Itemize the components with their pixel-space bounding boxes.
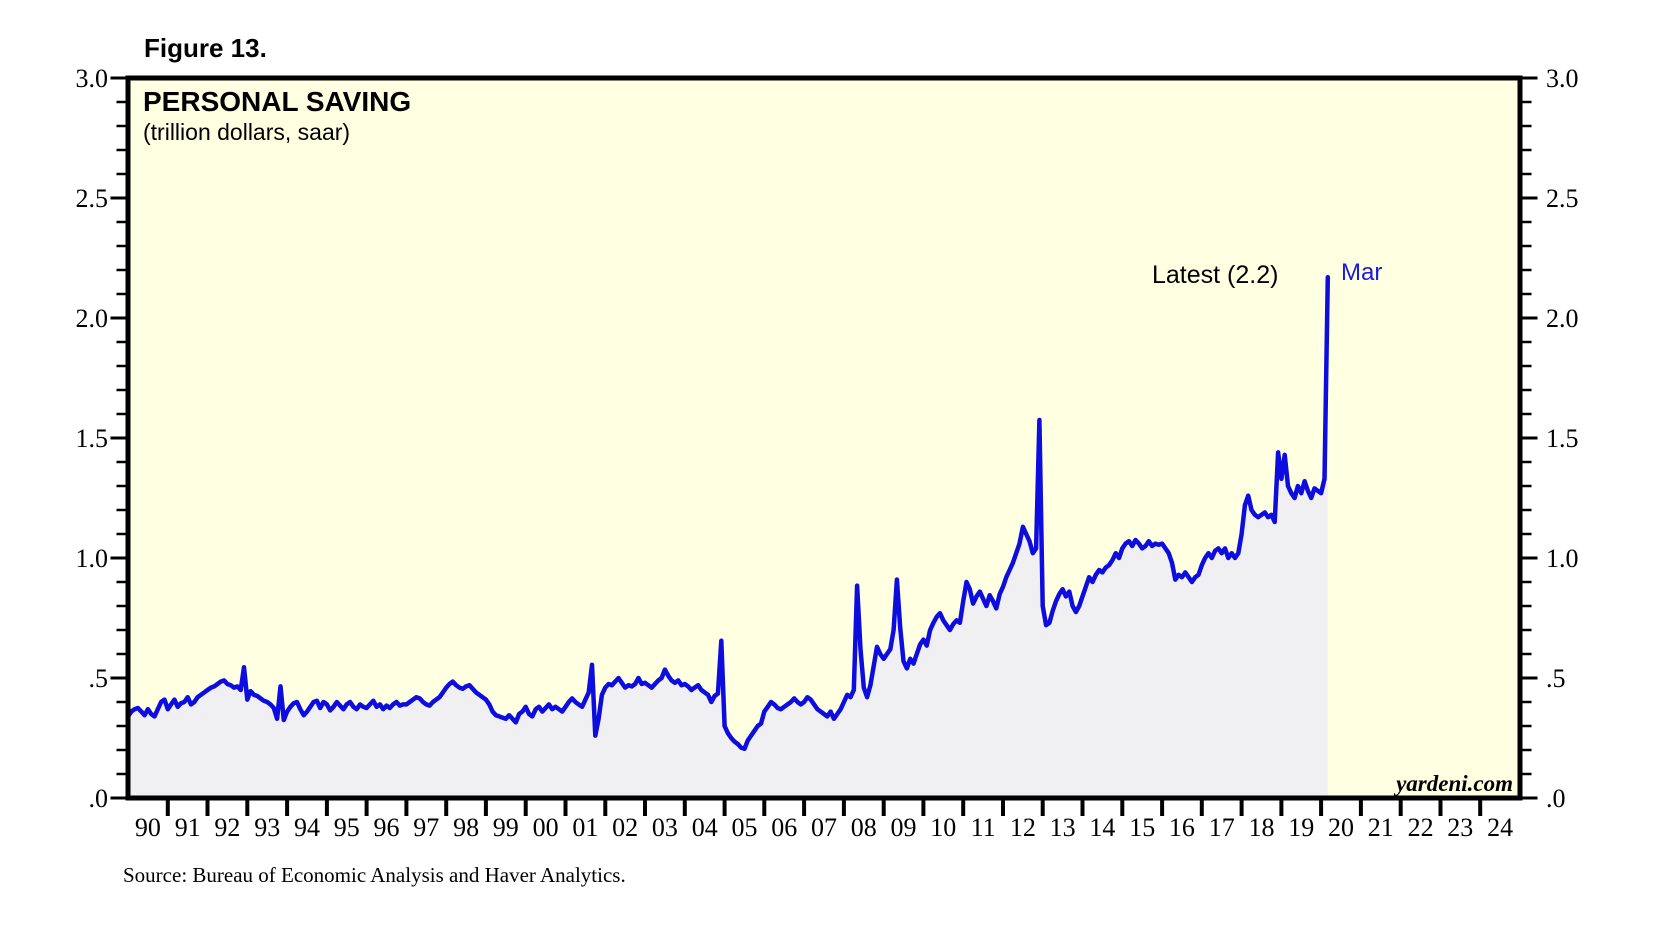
x-tick-label: 93 [254,813,280,842]
x-tick-label: 91 [175,813,201,842]
x-tick-label: 21 [1368,813,1394,842]
y-tick-label-right: .0 [1546,784,1566,813]
source-note: Source: Bureau of Economic Analysis and … [123,863,626,887]
y-tick-label-left: 1.5 [76,424,109,453]
x-tick-label: 95 [334,813,360,842]
y-tick-label-left: 3.0 [76,64,109,93]
x-tick-label: 90 [135,813,161,842]
y-tick-label-right: 1.5 [1546,424,1579,453]
x-tick-label: 08 [851,813,877,842]
x-tick-label: 97 [413,813,439,842]
saving-line [125,274,1331,752]
chart-subtitle: (trillion dollars, saar) [143,119,350,145]
x-tick-label: 03 [652,813,678,842]
x-tick-label: 09 [891,813,917,842]
y-axis-ticks [110,76,1538,800]
x-tick-label: 15 [1129,813,1155,842]
x-tick-label: 99 [493,813,519,842]
x-tick-label: 18 [1249,813,1275,842]
chart-title: PERSONAL SAVING [143,86,411,117]
y-tick-label-left: .0 [89,784,109,813]
x-tick-label: 22 [1408,813,1434,842]
x-tick-label: 92 [214,813,240,842]
x-tick-label: 17 [1209,813,1235,842]
y-tick-label-right: 3.0 [1546,64,1579,93]
x-tick-label: 19 [1288,813,1314,842]
x-tick-label: 04 [692,813,718,842]
x-tick-label: 02 [612,813,638,842]
x-tick-label: 11 [971,813,996,842]
figure-label: Figure 13. [144,33,267,63]
y-axis-labels: 3.0 3.0 2.5 2.5 2.0 2.0 1.5 1.5 1.0 1.0 .5 .5 .0 .0 [76,64,1579,813]
saving-line-path [125,274,1331,752]
y-tick-label-left: 2.5 [76,184,109,213]
x-axis-ticks [165,800,1483,816]
y-tick-label-right: .5 [1546,664,1566,693]
x-tick-label: 23 [1447,813,1473,842]
latest-annotation: Latest (2.2) [1152,261,1278,289]
x-tick-label: 20 [1328,813,1354,842]
y-tick-label-left: .5 [89,664,109,693]
y-tick-label-right: 1.0 [1546,544,1579,573]
x-tick-label: 07 [811,813,837,842]
x-tick-label: 06 [771,813,797,842]
y-tick-label-right: 2.0 [1546,304,1579,333]
x-axis-labels: 90 91 92 93 94 95 96 97 98 99 00 01 02 03 04 05 06 07 08 09… [135,813,1513,842]
x-tick-label: 00 [533,813,559,842]
y-tick-label-right: 2.5 [1546,184,1579,213]
x-tick-label: 98 [453,813,479,842]
x-tick-label: 13 [1050,813,1076,842]
x-tick-label: 01 [572,813,598,842]
plot-border [125,75,1523,801]
x-tick-label: 05 [732,813,758,842]
peak-month-annotation: Mar [1341,259,1382,286]
saving-area-path [128,277,1328,798]
x-tick-label: 96 [374,813,400,842]
watermark: yardeni.com [1393,771,1513,796]
y-tick-label-left: 1.0 [76,544,109,573]
x-tick-label: 16 [1169,813,1195,842]
x-tick-label: 10 [930,813,956,842]
x-tick-label: 94 [294,813,320,842]
x-tick-label: 24 [1487,813,1513,842]
x-tick-label: 12 [1010,813,1036,842]
x-tick-label: 14 [1089,813,1115,842]
y-tick-label-left: 2.0 [76,304,109,333]
saving-area [128,277,1328,798]
